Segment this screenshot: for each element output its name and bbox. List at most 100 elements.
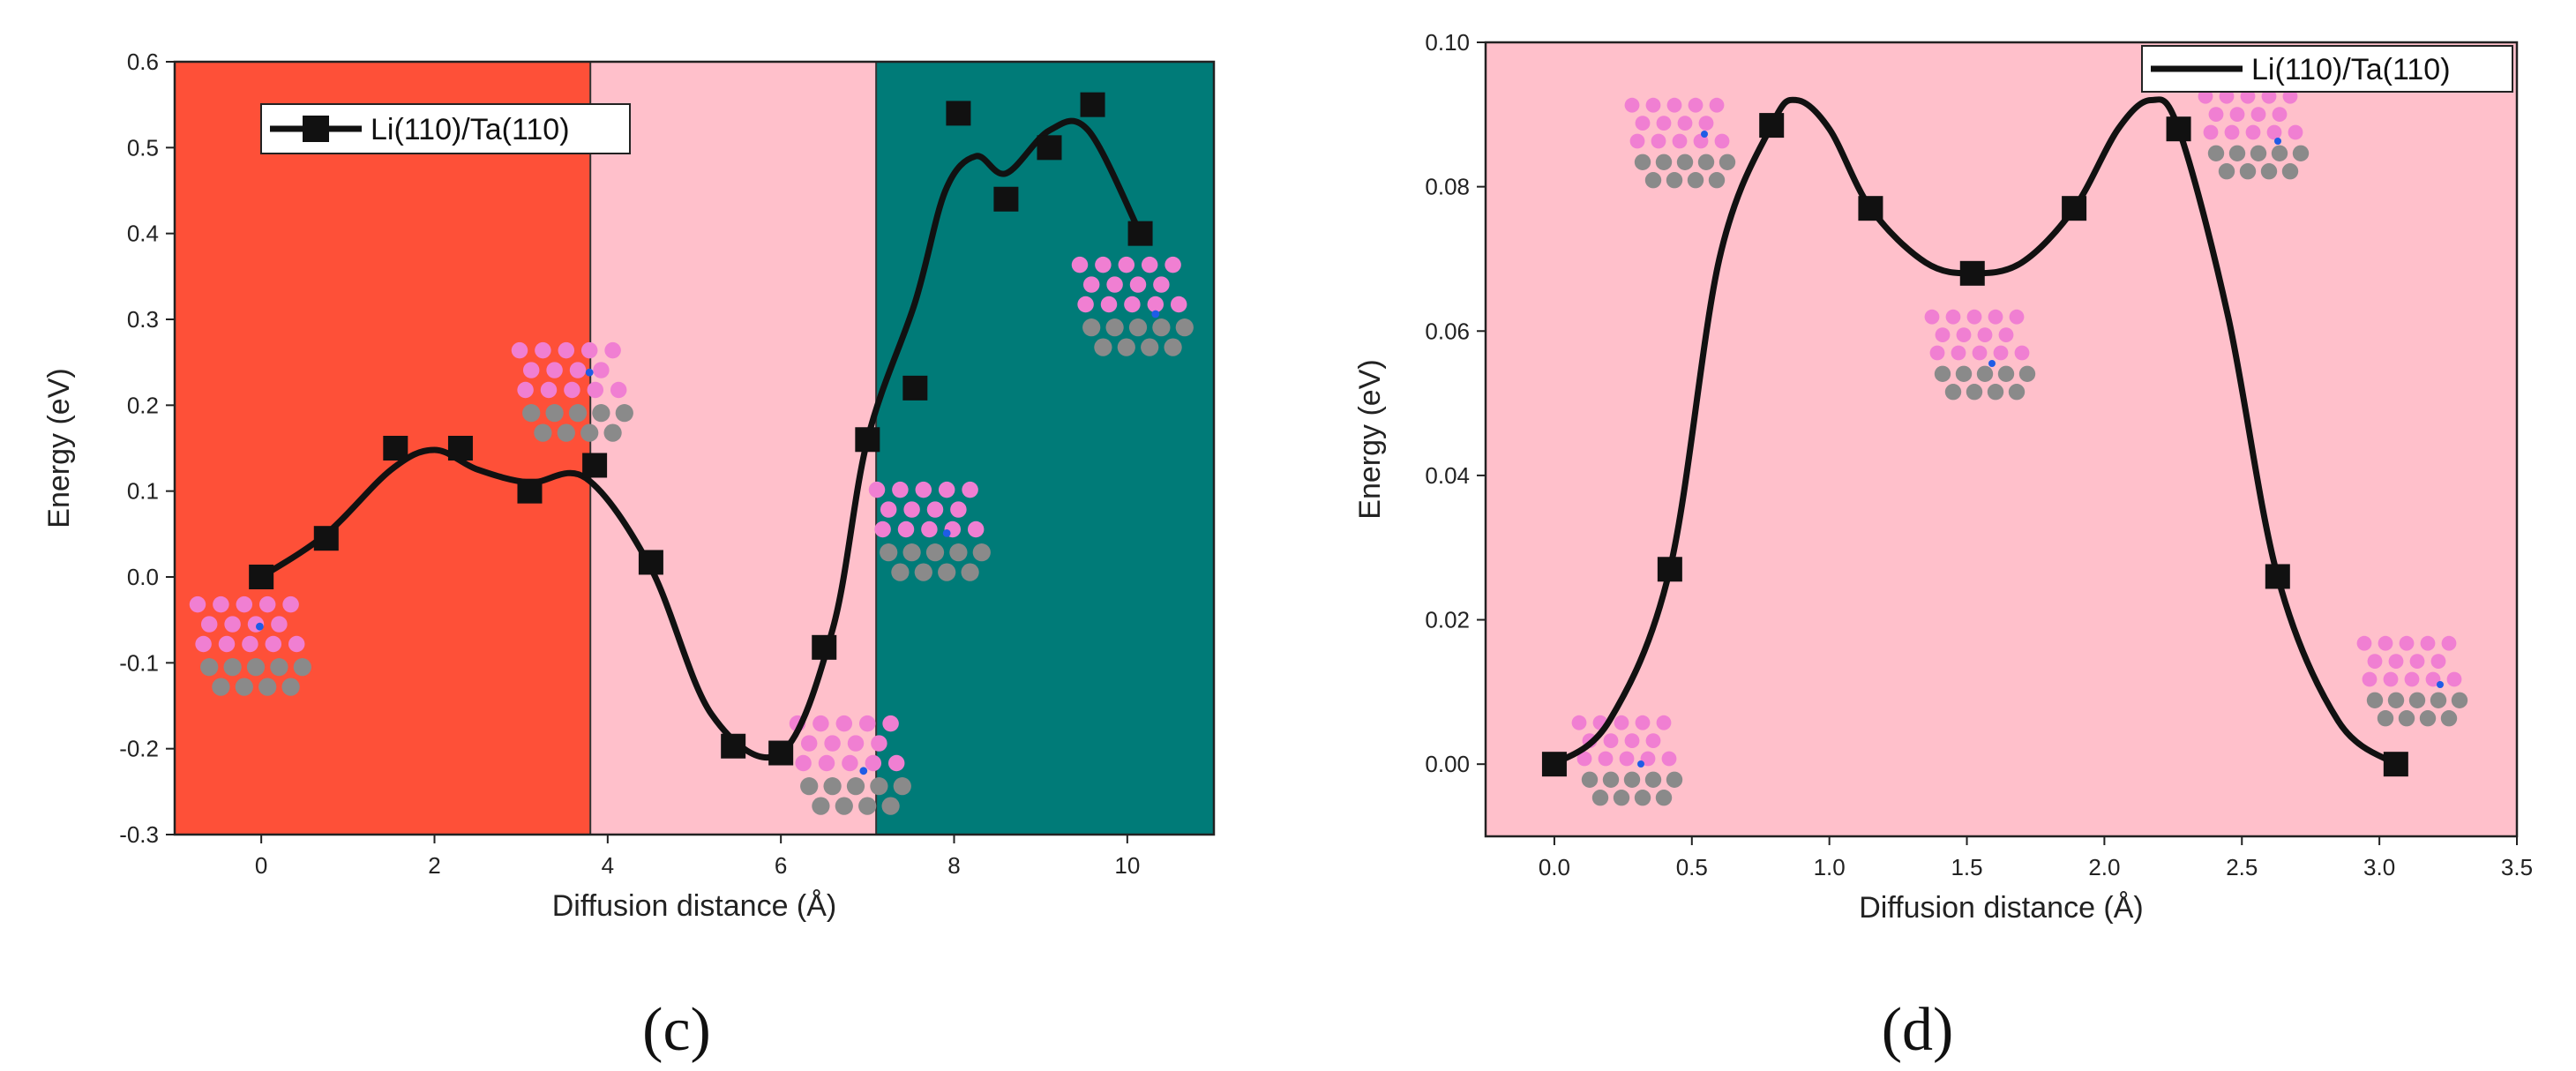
panel-d-chart: 0.00 0.02 0.04 0.06 0.08 0.10 0.0 0.5 1.0 1.5 2.0 2… bbox=[1353, 29, 2533, 1064]
pink-atom bbox=[795, 754, 812, 772]
x-tick-label: 1.0 bbox=[1814, 854, 1846, 880]
region-3 bbox=[876, 62, 1214, 835]
pink-atom bbox=[580, 341, 598, 359]
pink-atom bbox=[1576, 751, 1592, 767]
pink-atom bbox=[522, 362, 540, 378]
pink-atom bbox=[812, 715, 829, 732]
y-axis-label: Energy (eV) bbox=[1353, 359, 1387, 519]
pink-atom bbox=[1645, 97, 1661, 113]
gray-atom bbox=[1082, 318, 1101, 337]
gray-atom bbox=[949, 543, 968, 562]
gray-atom bbox=[1655, 790, 1673, 806]
pink-atom bbox=[1624, 97, 1640, 113]
pink-atom bbox=[967, 521, 985, 538]
pink-atom bbox=[2404, 671, 2420, 687]
data-point bbox=[383, 436, 408, 461]
plot-frame bbox=[1484, 41, 2519, 838]
pink-atom bbox=[2425, 671, 2441, 687]
pink-atom bbox=[1656, 116, 1672, 131]
x-tick-label: 2 bbox=[428, 852, 440, 879]
pink-atom bbox=[2383, 671, 2399, 687]
blue-li-atom bbox=[256, 622, 264, 631]
pink-atom bbox=[842, 754, 858, 772]
pink-atom bbox=[1993, 345, 2009, 361]
gray-atom bbox=[858, 797, 877, 815]
blue-li-atom bbox=[1701, 131, 1708, 138]
gray-atom bbox=[2207, 145, 2225, 161]
y-tick-label: -0.2 bbox=[119, 736, 159, 762]
data-point bbox=[517, 478, 543, 504]
x-tick-label: 8 bbox=[947, 852, 960, 879]
gray-atom bbox=[2271, 145, 2288, 161]
x-tick-label: 2.5 bbox=[2226, 854, 2258, 880]
x-tick-label: 2.0 bbox=[2088, 854, 2120, 880]
gray-atom bbox=[881, 797, 900, 815]
pink-atom bbox=[926, 501, 944, 518]
pink-atom bbox=[242, 635, 258, 653]
x-tick-label: 3.5 bbox=[2501, 854, 2533, 880]
pink-atom bbox=[865, 754, 882, 772]
gray-atom bbox=[2387, 692, 2405, 708]
blue-li-atom bbox=[942, 529, 951, 537]
pink-atom bbox=[1977, 327, 1993, 342]
pink-atom bbox=[213, 595, 229, 613]
atom-cluster-4 bbox=[1571, 715, 1683, 806]
data-point bbox=[313, 526, 339, 551]
pink-atom bbox=[847, 735, 865, 752]
gray-atom bbox=[925, 543, 945, 562]
series-line bbox=[259, 117, 1143, 760]
gray-atom bbox=[1634, 790, 1651, 806]
pink-atom bbox=[1614, 715, 1629, 730]
gray-atom bbox=[2398, 710, 2415, 727]
pink-atom bbox=[1635, 715, 1651, 730]
gray-atom bbox=[846, 777, 865, 796]
pink-atom bbox=[258, 595, 276, 613]
legend-label: Li(110)/Ta(110) bbox=[371, 113, 570, 146]
pink-atom bbox=[2229, 107, 2245, 122]
gray-atom bbox=[200, 658, 219, 677]
pink-atom bbox=[1118, 256, 1135, 273]
y-tick-label: 0.5 bbox=[127, 134, 159, 161]
pink-atom bbox=[1598, 751, 1614, 767]
gray-atom bbox=[1966, 384, 1983, 401]
gray-atom bbox=[1602, 771, 1620, 788]
pink-atom bbox=[1141, 256, 1158, 273]
gray-atom bbox=[1175, 318, 1194, 337]
pink-atom bbox=[1951, 345, 1966, 361]
pink-atom bbox=[2009, 309, 2025, 325]
pink-atom bbox=[517, 381, 534, 399]
atom-cluster-5 bbox=[1071, 256, 1194, 356]
gray-atom bbox=[568, 404, 588, 423]
pink-atom bbox=[271, 616, 288, 633]
data-point bbox=[993, 186, 1019, 212]
pink-atom bbox=[1966, 309, 1982, 325]
y-tick-label: 0.4 bbox=[127, 221, 159, 247]
pink-atom bbox=[200, 616, 218, 633]
gray-atom bbox=[1644, 771, 1662, 788]
pink-atom bbox=[2446, 671, 2462, 687]
pink-atom bbox=[2208, 107, 2224, 122]
panel-label: (d) bbox=[1882, 996, 1954, 1064]
pink-atom bbox=[892, 481, 909, 498]
data-point bbox=[855, 427, 880, 453]
gray-atom bbox=[281, 678, 300, 696]
y-tick-label: 0.00 bbox=[1425, 751, 1470, 777]
pink-atom bbox=[218, 635, 236, 653]
atom-cluster-1 bbox=[1624, 97, 1736, 189]
panel-label: (c) bbox=[642, 996, 711, 1064]
pink-atom bbox=[535, 341, 551, 359]
pink-atom bbox=[2430, 654, 2446, 669]
data-point bbox=[638, 550, 663, 575]
blue-li-atom bbox=[585, 368, 594, 377]
gray-atom bbox=[2281, 163, 2299, 180]
gray-atom bbox=[2008, 384, 2026, 401]
y-tick-label: 0.06 bbox=[1425, 318, 1470, 344]
pink-atom bbox=[1629, 133, 1645, 149]
y-tick-label: -0.1 bbox=[119, 649, 159, 676]
data-point bbox=[447, 436, 473, 461]
gray-atom bbox=[835, 797, 853, 815]
gray-atom bbox=[2018, 365, 2036, 382]
pink-atom bbox=[2441, 635, 2457, 651]
atom-cluster-2 bbox=[511, 341, 633, 442]
data-point bbox=[1080, 92, 1105, 117]
